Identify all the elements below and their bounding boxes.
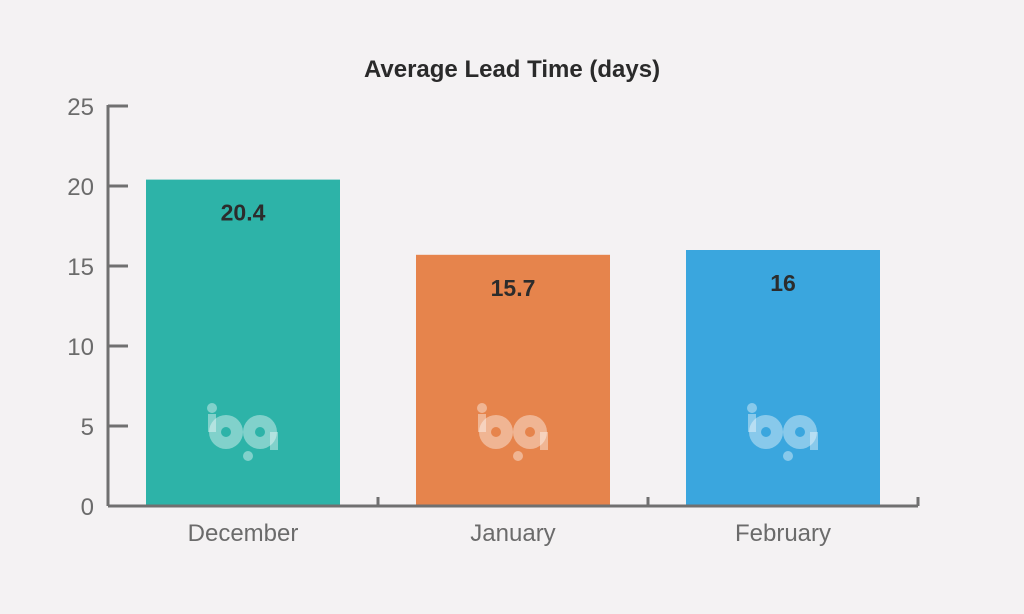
data-label-january: 15.7 [491,275,536,301]
logo-dot-top [207,403,217,413]
chart-title: Average Lead Time (days) [364,56,660,83]
bar-december [146,179,340,506]
axes-layer: December January February 0 5 10 15 20 25 [67,94,920,547]
logo-stem-b [748,414,756,432]
bars-layer: 20.4 15.7 16 [146,179,880,506]
bp-logo-icon [207,403,278,461]
bp-logo-icon [747,403,818,461]
data-label-february: 16 [770,270,796,296]
data-label-december: 20.4 [221,200,266,226]
logo-eye-b [221,427,231,437]
y-tick-label-15: 15 [67,254,94,281]
logo-eye-b [491,427,501,437]
bar-february [686,250,880,506]
x-tick-label-february: February [735,520,831,547]
bar-january [416,254,610,506]
y-tick-label-20: 20 [67,174,94,201]
y-tick-label-10: 10 [67,334,94,361]
bp-logo-icon [477,403,548,461]
logo-eye-p [525,427,535,437]
logo-dot-bottom [783,451,793,461]
x-tick-label-january: January [470,520,555,547]
logo-eye-b [761,427,771,437]
logo-stem-p [810,432,818,450]
logo-stem-p [540,432,548,450]
logo-dot-top [747,403,757,413]
logo-eye-p [255,427,265,437]
logo-dot-bottom [243,451,253,461]
logo-dot-top [477,403,487,413]
y-tick-label-5: 5 [81,414,94,441]
y-tick-label-25: 25 [67,94,94,121]
logo-stem-b [478,414,486,432]
logo-dot-bottom [513,451,523,461]
logo-stem-p [270,432,278,450]
logo-eye-p [795,427,805,437]
y-tick-label-0: 0 [81,494,94,521]
x-tick-label-december: December [188,520,299,547]
logo-stem-b [208,414,216,432]
